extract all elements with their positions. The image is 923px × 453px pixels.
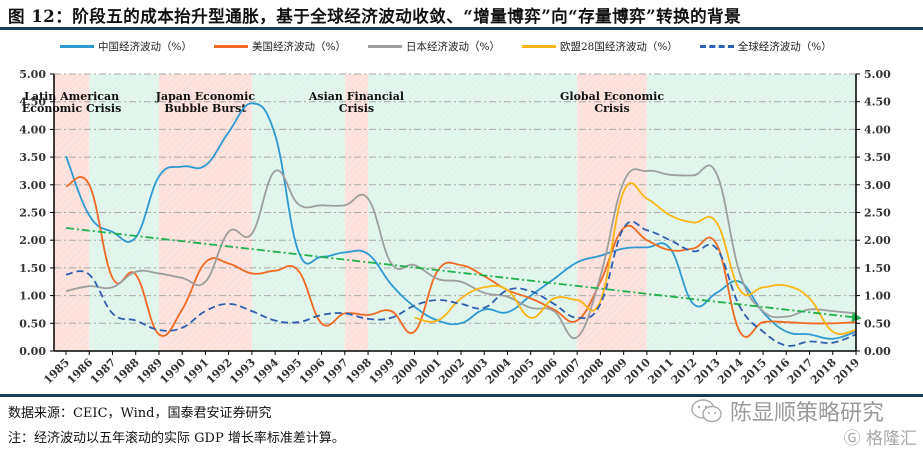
source-note: 数据来源：CEIC，Wind，国泰君安证券研究 <box>8 406 272 421</box>
x-tick-label: 2017 <box>785 356 816 387</box>
footnote: 注：经济波动以五年滚动的实际 GDP 增长率标准差计算。 <box>8 431 345 446</box>
legend-swatch <box>699 44 734 48</box>
legend-swatch <box>521 44 556 48</box>
y-tick-label-right: 2.00 <box>864 234 891 247</box>
legend-swatch <box>60 44 94 48</box>
y-tick-label-right: 1.50 <box>864 262 891 275</box>
y-tick-label-left: 4.50 <box>19 96 46 109</box>
trend-line <box>65 227 862 323</box>
y-tick-label-left: 2.00 <box>19 234 46 247</box>
y-tick-label-left: 1.00 <box>19 290 46 303</box>
x-tick-label: 2003 <box>460 356 491 387</box>
series-line-china <box>65 102 857 340</box>
y-tick-label-right: 2.50 <box>864 207 891 220</box>
y-tick-label-left: 0.00 <box>19 345 46 358</box>
x-tick-label: 1987 <box>88 356 119 387</box>
title-divider <box>0 27 923 30</box>
legend-label: 日本经济波动（%） <box>405 40 500 53</box>
chart-title: 图 12：阶段五的成本抬升型通胀，基于全球经济波动收敛、“增量博弈”向“存量博弈… <box>8 7 742 26</box>
series-line-global <box>65 220 857 347</box>
gelonghui-icon: Ⓖ <box>843 429 861 449</box>
y-tick-label-right: 5.00 <box>864 68 891 81</box>
legend-label: 欧盟28国经济波动（%） <box>559 40 678 53</box>
series-line-japan <box>65 164 857 340</box>
band-label: Asian Financial <box>308 90 404 103</box>
footer-divider <box>0 394 923 397</box>
x-tick-label: 2009 <box>599 356 630 387</box>
y-tick-label-right: 1.00 <box>864 290 891 303</box>
y-tick-label-left: 3.00 <box>19 179 46 192</box>
x-tick-label: 1989 <box>134 356 165 387</box>
x-tick-label: 2001 <box>413 356 444 387</box>
y-tick-label-left: 3.50 <box>19 151 46 164</box>
legend-item-global: 全球经济波动（%） <box>699 39 832 54</box>
x-tick-label: 1999 <box>367 356 398 387</box>
y-tick-label-right: 3.50 <box>864 151 891 164</box>
legend-swatch <box>213 44 248 48</box>
legend-label: 全球经济波动（%） <box>737 40 832 53</box>
band-label: Economic Crisis <box>22 102 121 115</box>
band-label: Global Economic <box>560 90 664 103</box>
legend-item-eu28: 欧盟28国经济波动（%） <box>521 39 678 54</box>
band-label: Crisis <box>594 102 629 115</box>
x-tick-label: 2005 <box>506 356 537 387</box>
band-label: Bubble Burst <box>164 102 247 115</box>
x-tick-label: 2012 <box>669 356 700 387</box>
wechat-icon <box>691 399 722 423</box>
y-tick-label-right: 3.00 <box>864 179 891 192</box>
y-tick-label-left: 4.00 <box>19 123 46 136</box>
x-tick-label: 1985 <box>41 356 72 387</box>
y-tick-label-left: 0.50 <box>19 317 46 330</box>
y-tick-label-right: 0.00 <box>864 345 891 358</box>
legend-item-japan: 日本经济波动（%） <box>367 39 500 54</box>
x-tick-label: 2002 <box>436 356 467 387</box>
x-tick-label: 2013 <box>692 356 723 387</box>
x-tick-label: 2011 <box>645 356 676 387</box>
y-tick-label-left: 5.00 <box>19 68 46 81</box>
watermark-text: 陈显顺策略研究 <box>730 401 885 426</box>
band-label: Japan Economic <box>155 90 256 103</box>
legend-swatch <box>367 44 402 48</box>
chart-legend: 中国经济波动（%） 美国经济波动（%） 日本经济波动（%） 欧盟28国经济波动（… <box>60 38 923 54</box>
series-line-eu28 <box>414 182 857 335</box>
x-tick-label: 1995 <box>274 356 305 387</box>
x-tick-label: 1992 <box>204 356 235 387</box>
legend-item-us: 美国经济波动（%） <box>213 39 346 54</box>
y-tick-label-right: 0.50 <box>864 317 891 330</box>
x-tick-label: 1993 <box>227 356 258 387</box>
x-tick-label: 1991 <box>181 356 212 387</box>
y-tick-label-left: 1.50 <box>19 262 46 275</box>
watermark-secondary: Ⓖ 格隆汇 <box>844 424 917 449</box>
band-label: Latin American <box>24 90 119 103</box>
legend-label: 美国经济波动（%） <box>251 40 346 53</box>
x-tick-label: 2007 <box>552 356 583 387</box>
x-tick-label: 1997 <box>320 356 351 387</box>
series-line-us <box>65 176 857 338</box>
legend-label: 中国经济波动（%） <box>98 40 192 53</box>
watermark-secondary-text: 格隆汇 <box>866 429 917 449</box>
band-label: Crisis <box>339 102 374 115</box>
y-tick-label-right: 4.00 <box>864 123 891 136</box>
legend-item-china: 中国经济波动（%） <box>60 39 192 54</box>
y-tick-label-right: 4.50 <box>864 96 891 109</box>
x-tick-label: 2019 <box>831 356 862 387</box>
watermark: 陈显顺策略研究 <box>690 395 884 427</box>
x-tick-label: 2015 <box>738 356 769 387</box>
y-tick-label-left: 2.50 <box>19 207 46 220</box>
